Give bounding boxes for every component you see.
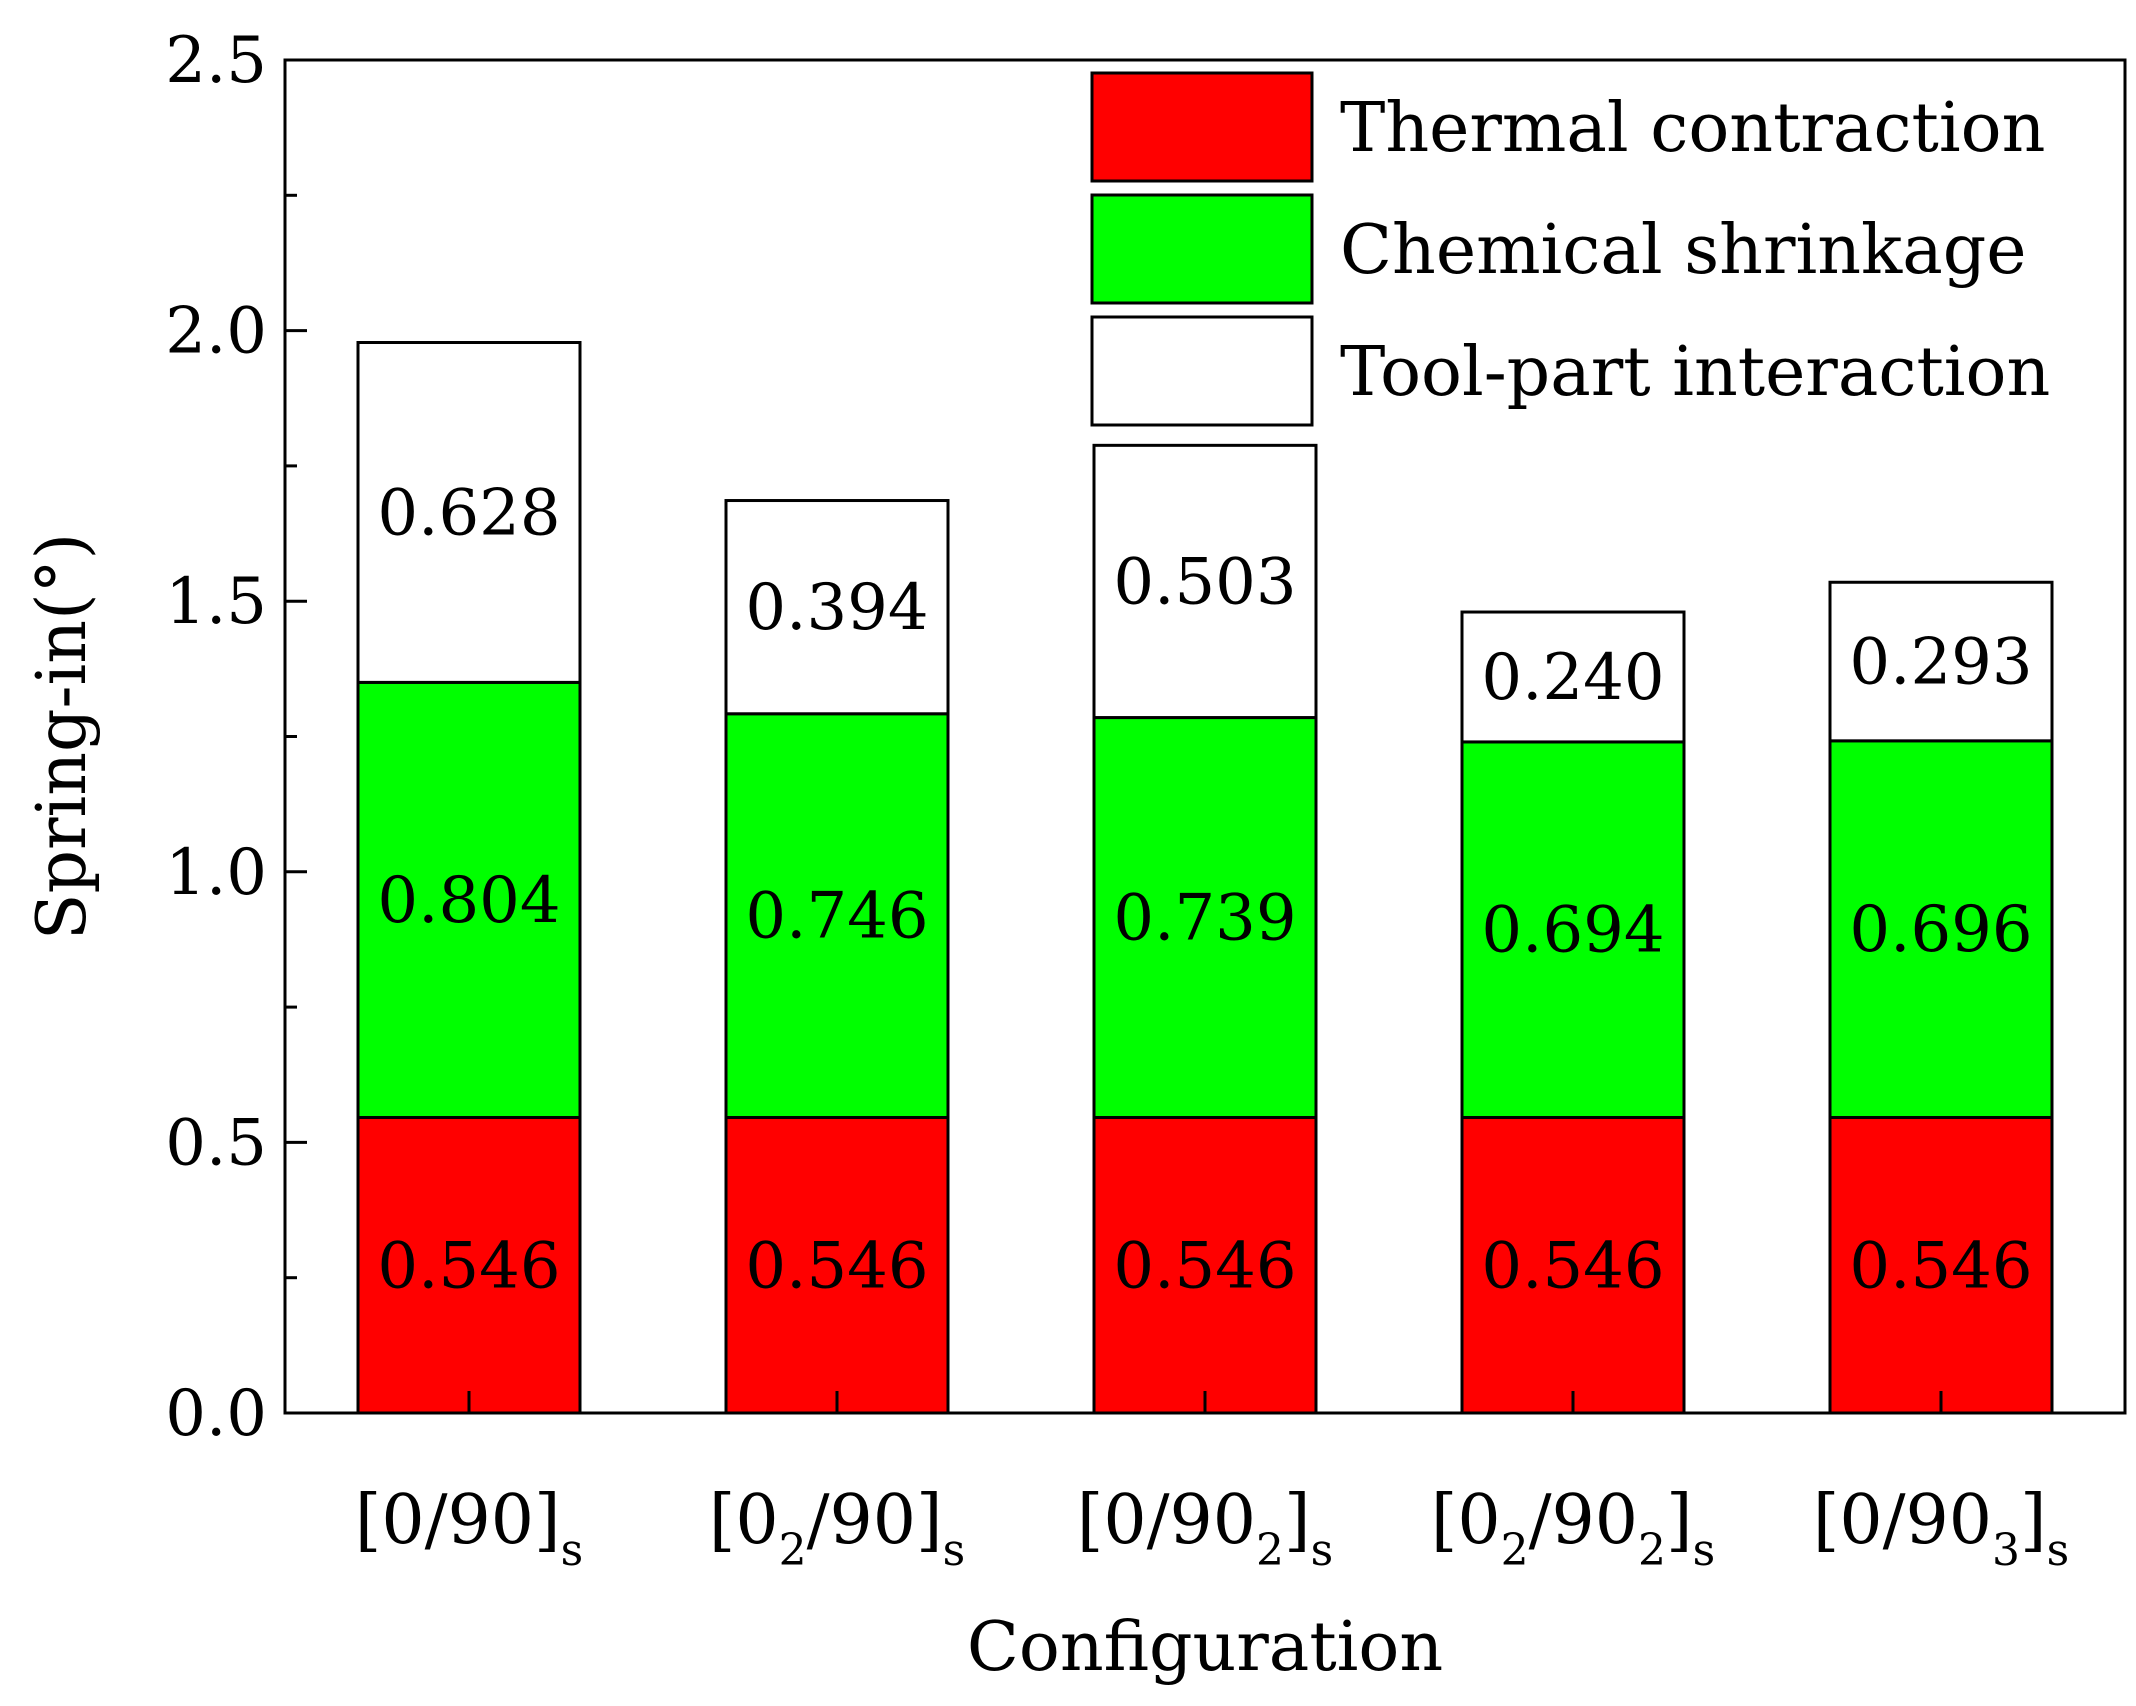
- bar-segment-chemical-shrinkage: [356, 680, 582, 1120]
- x-axis-title: Configuration: [967, 1608, 1443, 1687]
- bar-segment-tool-part-interaction: [724, 499, 950, 716]
- bar-segment-tool-part-interaction: [1828, 580, 2054, 743]
- bar-segment-tool-part-interaction: [356, 341, 582, 684]
- bar-value-label: 0.546: [1849, 1229, 2032, 1303]
- y-tick-label: 1.5: [165, 565, 267, 639]
- bar-value-label: 0.293: [1849, 626, 2032, 700]
- y-tick-label: 2.0: [165, 295, 267, 369]
- bar-value-label: 0.746: [745, 880, 928, 954]
- x-category-label: [0/903]s: [1813, 1481, 2069, 1576]
- legend-label: Thermal contraction: [1340, 89, 2045, 168]
- x-category-label: [0/902]s: [1077, 1481, 1333, 1576]
- bar-segment-tool-part-interaction: [1092, 443, 1318, 720]
- bar-value-label: 0.739: [1113, 882, 1296, 956]
- bar-segment-thermal-contraction: [356, 1116, 582, 1415]
- y-tick-label: 2.5: [165, 24, 267, 98]
- legend-label: Tool-part interaction: [1340, 333, 2050, 412]
- y-tick-label: 0.5: [165, 1106, 267, 1180]
- bar-value-label: 0.546: [745, 1229, 928, 1303]
- bar-segment-chemical-shrinkage: [1460, 740, 1686, 1120]
- legend: Thermal contraction Chemical shrinkage Too…: [1090, 71, 2050, 427]
- bar-value-label: 0.394: [745, 571, 928, 645]
- bar-value-label: 0.546: [377, 1229, 560, 1303]
- y-axis-title: Spring-in(°): [23, 533, 102, 940]
- bar-value-label: 0.694: [1481, 894, 1664, 968]
- bar-value-label: 0.546: [1113, 1229, 1296, 1303]
- legend-swatch: [1090, 71, 1314, 183]
- bar-value-label: 0.628: [377, 476, 560, 550]
- x-category-label: [0/90]s: [355, 1481, 583, 1576]
- bar-segment-chemical-shrinkage: [724, 712, 950, 1120]
- x-category-label: [02/90]s: [709, 1481, 965, 1576]
- bars: [356, 341, 2054, 1415]
- bar-value-label: 0.804: [377, 864, 560, 938]
- x-category-label: [02/902]s: [1431, 1481, 1715, 1576]
- axes: 0.0 0.5 1.0 1.5 2.0 2.5 [0/90]s [02/90]s [0/902]…: [165, 24, 2069, 1576]
- bar-value-label: 0.546: [1481, 1229, 1664, 1303]
- bar-segment-thermal-contraction: [1460, 1116, 1686, 1415]
- legend-label: Chemical shrinkage: [1340, 211, 2027, 290]
- bar-segment-thermal-contraction: [1828, 1116, 2054, 1415]
- y-tick-label: 1.0: [165, 836, 267, 910]
- bar-value-label: 0.696: [1849, 893, 2032, 967]
- bar-value-label: 0.503: [1113, 545, 1296, 619]
- bar-value-label: 0.240: [1481, 641, 1664, 715]
- bar-segment-tool-part-interaction: [1460, 610, 1686, 744]
- y-tick-label: 0.0: [165, 1377, 267, 1451]
- legend-swatch: [1090, 315, 1314, 427]
- bar-segment-thermal-contraction: [724, 1116, 950, 1415]
- legend-swatch: [1090, 193, 1314, 305]
- bar-segment-chemical-shrinkage: [1092, 716, 1318, 1120]
- bar-value-labels: 0.546 0.804 0.628 0.546 0.746 0.394 0.546 0.739…: [377, 476, 2032, 1303]
